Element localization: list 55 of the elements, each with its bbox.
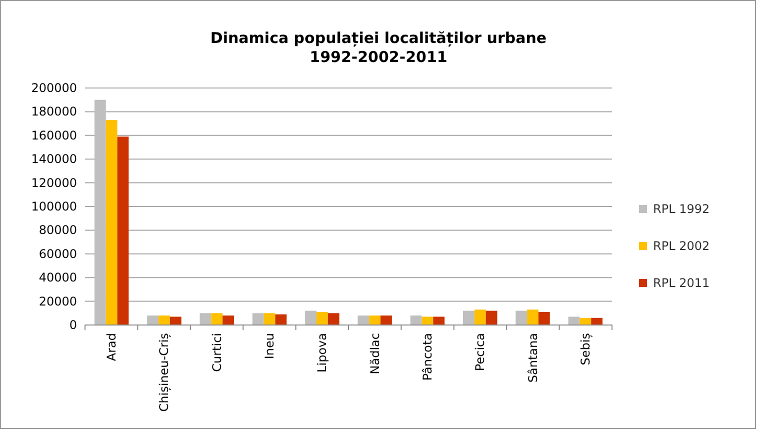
x-tick-label: Ineu xyxy=(262,333,277,360)
bar xyxy=(264,313,276,325)
chart-title: Dinamica populației localităților urbane 1992-2002-2011 xyxy=(210,29,547,66)
bar xyxy=(591,318,603,325)
y-tick-label: 140000 xyxy=(31,152,77,166)
y-tick-label: 160000 xyxy=(31,128,77,142)
bar xyxy=(147,316,159,325)
bar xyxy=(94,100,106,325)
x-tick-label: Curtici xyxy=(210,333,224,372)
y-tick-label: 40000 xyxy=(38,270,77,285)
x-tick-label: Chișineu-Criș xyxy=(157,333,172,412)
y-tick-label: 100000 xyxy=(31,200,77,214)
y-tick-label: 80000 xyxy=(38,223,77,238)
bar xyxy=(568,316,580,325)
bar xyxy=(158,316,170,325)
bar xyxy=(422,316,434,325)
bar xyxy=(474,310,486,325)
y-tick-label: 20000 xyxy=(38,294,77,308)
bar xyxy=(200,313,212,325)
x-tick-label: Lipova xyxy=(315,333,330,372)
bar xyxy=(369,316,381,325)
x-tick-label: Pâncota xyxy=(420,333,434,381)
bar xyxy=(527,310,538,325)
bar xyxy=(117,136,129,325)
bar xyxy=(580,318,592,325)
y-tick-label: 60000 xyxy=(38,246,77,261)
bar xyxy=(211,313,223,325)
bar xyxy=(358,316,370,325)
bar xyxy=(433,316,445,325)
legend-label: RPL 2011 xyxy=(653,276,710,290)
y-tick-label: 120000 xyxy=(31,176,77,190)
y-tick-label: 180000 xyxy=(31,104,77,119)
bar xyxy=(380,316,392,325)
bar xyxy=(106,120,118,325)
x-tick-label: Sântana xyxy=(526,333,540,383)
bar xyxy=(328,313,340,325)
bar xyxy=(316,312,328,325)
y-tick-label: 0 xyxy=(69,318,77,332)
x-tick-label: Pecica xyxy=(473,333,488,372)
bar xyxy=(410,316,422,325)
legend-label: RPL 1992 xyxy=(653,202,710,216)
bar xyxy=(538,312,550,325)
bar xyxy=(463,310,474,325)
x-tick-label: Nădlac xyxy=(368,333,382,374)
bar xyxy=(222,316,234,325)
bar xyxy=(170,316,182,325)
bar xyxy=(486,310,498,325)
legend-label: RPL 2002 xyxy=(653,239,710,253)
bar xyxy=(275,314,287,325)
bar xyxy=(252,313,264,325)
x-tick-label: Sebiș xyxy=(578,333,592,366)
bar xyxy=(305,310,316,325)
bar xyxy=(516,310,528,325)
x-tick-label: Arad xyxy=(104,333,119,362)
y-tick-label: 200000 xyxy=(31,81,77,95)
